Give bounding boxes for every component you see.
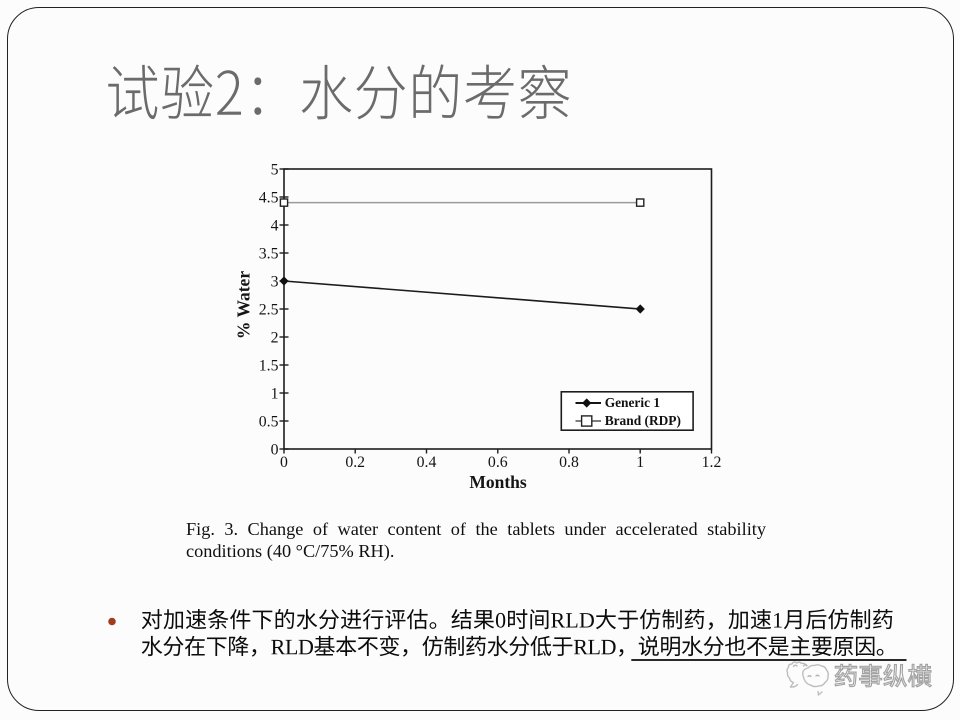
svg-text:Generic 1: Generic 1 xyxy=(605,395,660,410)
svg-text:1.2: 1.2 xyxy=(702,454,722,471)
svg-text:2: 2 xyxy=(271,329,279,346)
svg-text:0.4: 0.4 xyxy=(417,454,437,471)
svg-text:0.6: 0.6 xyxy=(488,454,508,471)
svg-text:1.5: 1.5 xyxy=(259,357,279,374)
svg-text:Brand (RDP): Brand (RDP) xyxy=(605,413,681,428)
svg-text:0.5: 0.5 xyxy=(259,413,279,430)
svg-text:0.2: 0.2 xyxy=(345,454,365,471)
svg-text:3: 3 xyxy=(271,273,279,290)
svg-text:5: 5 xyxy=(271,161,279,178)
svg-text:0.8: 0.8 xyxy=(559,454,579,471)
svg-text:Months: Months xyxy=(469,472,527,492)
svg-text:3.5: 3.5 xyxy=(259,245,279,262)
svg-text:1: 1 xyxy=(271,385,279,402)
svg-text:0: 0 xyxy=(271,441,279,458)
svg-text:1: 1 xyxy=(636,454,644,471)
svg-text:2.5: 2.5 xyxy=(259,301,279,318)
svg-text:% Water: % Water xyxy=(234,271,254,339)
svg-text:0: 0 xyxy=(280,454,288,471)
svg-text:4.5: 4.5 xyxy=(259,189,279,206)
svg-text:4: 4 xyxy=(271,217,279,234)
